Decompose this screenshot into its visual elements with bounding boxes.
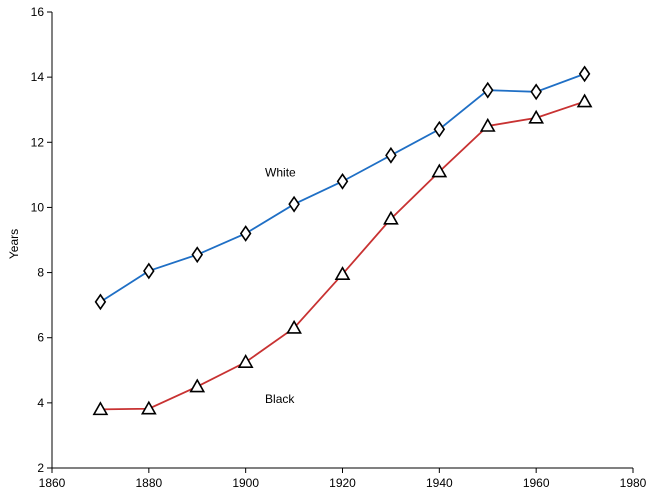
data-point-white	[385, 146, 397, 164]
series-label-black: Black	[265, 392, 295, 406]
series-line-black	[100, 100, 585, 411]
x-tick-label: 1900	[232, 476, 259, 490]
data-point-white	[530, 83, 542, 101]
data-point-white	[239, 225, 252, 242]
axes: 2 4 6 8 10 12 14 16 1860 1880 1900 1920 1940 1960 1980	[31, 5, 647, 490]
data-point-white	[578, 65, 591, 83]
x-tick-label: 1980	[620, 476, 647, 490]
data-point-white	[481, 81, 494, 99]
y-tick-label: 16	[31, 5, 45, 19]
y-tick-label: 2	[37, 461, 44, 475]
y-tick-label: 8	[37, 266, 44, 280]
data-point-black	[286, 319, 302, 334]
series-group: White Black	[92, 65, 593, 416]
data-point-black	[189, 378, 206, 393]
y-tick-label: 4	[37, 396, 44, 410]
data-point-white	[143, 262, 155, 280]
data-point-black	[576, 93, 593, 108]
y-tick-label: 14	[31, 70, 45, 84]
y-tick-label: 10	[31, 200, 45, 214]
data-point-black	[528, 109, 545, 124]
x-tick-label: 1920	[329, 476, 356, 490]
y-axis-title: Years	[7, 229, 21, 259]
x-tick-label: 1940	[426, 476, 453, 490]
data-point-white	[94, 293, 107, 311]
data-point-black	[431, 163, 448, 178]
data-point-black	[140, 400, 157, 415]
y-tick-label: 12	[31, 135, 45, 149]
series-black: Black	[92, 93, 593, 416]
data-point-black	[479, 117, 496, 132]
series-label-white: White	[265, 165, 296, 179]
data-point-white	[288, 195, 300, 213]
data-point-white	[433, 120, 446, 138]
x-tick-label: 1880	[135, 476, 162, 490]
data-point-black	[334, 266, 351, 280]
x-tick-label: 1960	[523, 476, 550, 490]
data-point-white	[336, 172, 349, 190]
data-point-black	[383, 210, 399, 225]
series-white: White	[94, 65, 591, 311]
data-point-black	[237, 354, 254, 368]
x-tick-label: 1860	[39, 476, 66, 490]
data-point-black	[92, 401, 109, 416]
y-tick-label: 6	[37, 331, 44, 345]
data-point-white	[191, 246, 204, 264]
